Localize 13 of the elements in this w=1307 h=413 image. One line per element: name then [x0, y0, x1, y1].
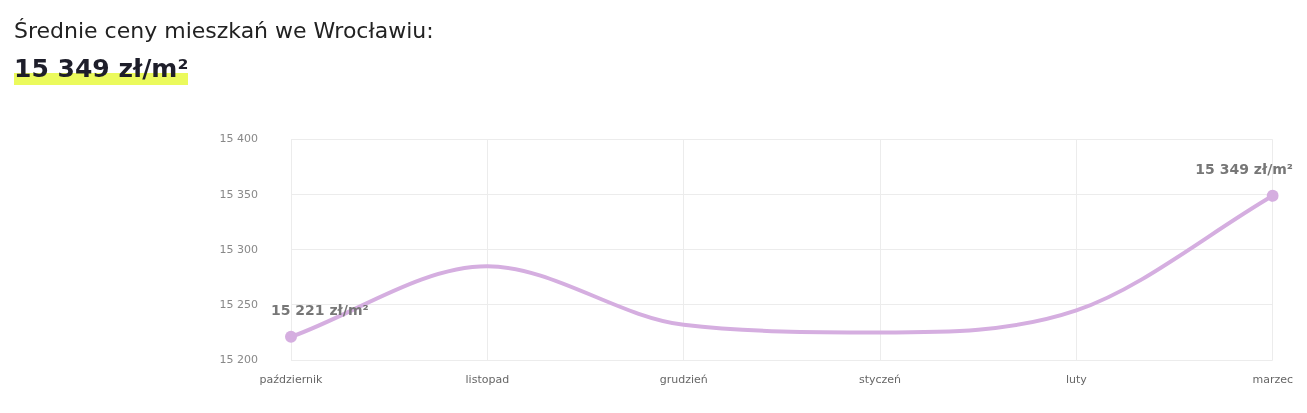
y-tick-label: 15 200	[219, 352, 258, 366]
y-tick-label: 15 250	[219, 297, 258, 311]
x-tick-label: październik	[259, 373, 324, 387]
y-tick-label: 15 350	[219, 187, 258, 201]
y-tick-label: 15 300	[219, 242, 258, 256]
chart-title: Średnie ceny mieszkań we Wrocławiu:	[14, 17, 434, 45]
x-tick-label: grudzień	[659, 373, 708, 387]
y-tick-label: 15 400	[219, 132, 258, 146]
x-tick-label: styczeń	[858, 373, 902, 387]
x-tick-label: listopad	[465, 373, 510, 387]
x-tick-label: luty	[1065, 373, 1088, 387]
data-label: 15 349 zł/m²	[1195, 161, 1294, 178]
x-tick-label: marzec	[1252, 373, 1294, 387]
